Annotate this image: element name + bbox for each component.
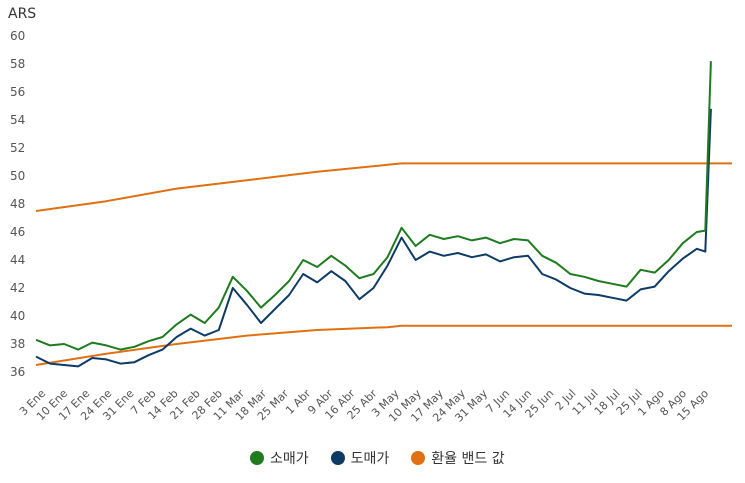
y-tick-label: 60 [10,29,25,43]
y-tick-label: 56 [10,85,25,99]
legend-label-retail: 소매가 [270,451,309,467]
y-tick-label: 40 [10,309,25,323]
y-tick-label: 58 [10,57,25,71]
series-line-1 [35,108,712,368]
legend-item-wholesale[interactable]: 도매가 [330,448,390,468]
y-tick-label: 50 [10,169,25,183]
legend-label-exchange-band: 환율 밴드 값 [431,451,505,467]
y-tick-label: 52 [10,141,25,155]
y-tick-label: 42 [10,281,25,295]
y-axis-unit-label: ARS [8,6,37,22]
legend-dot-exchange-band [411,451,426,465]
y-tick-label: 46 [10,225,25,239]
legend-item-exchange-band[interactable]: 환율 밴드 값 [411,448,505,468]
series-line-2 [35,162,732,212]
y-tick-label: 36 [10,365,25,379]
series-lines [35,61,732,368]
series-line-3 [35,324,732,366]
chart-legend: 소매가 도매가 환율 밴드 값 [250,448,505,468]
legend-label-wholesale: 도매가 [350,451,390,467]
y-tick-label: 38 [10,337,25,351]
legend-dot-wholesale [330,451,345,465]
series-line-0 [35,61,712,351]
legend-dot-retail [250,451,264,465]
y-axis: 36 38 40 42 44 46 48 50 52 54 56 58 60 [10,29,25,379]
legend-item-retail[interactable]: 소매가 [250,448,309,468]
y-tick-label: 44 [10,253,25,267]
y-tick-label: 48 [10,197,25,211]
y-tick-label: 54 [10,113,25,127]
